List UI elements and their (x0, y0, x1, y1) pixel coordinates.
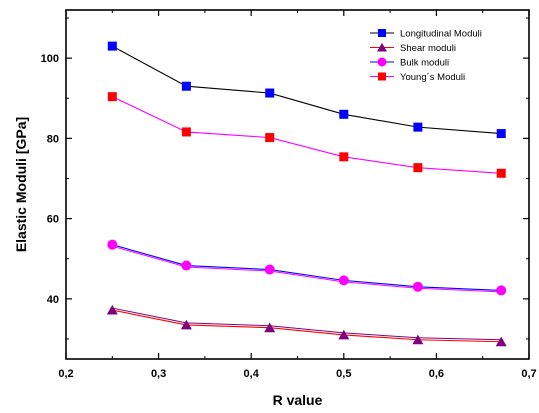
data-point (107, 92, 117, 102)
data-point (106, 304, 118, 315)
data-point (339, 152, 349, 162)
legend-label: Longitudinal Moduli (400, 29, 482, 40)
data-point (495, 336, 507, 347)
plot-area (65, 9, 530, 360)
x-tick-label: 0,4 (244, 368, 260, 380)
series-line (112, 244, 502, 291)
data-point (181, 127, 191, 137)
data-point (413, 163, 423, 173)
x-tick-label: 0,2 (58, 368, 73, 380)
series-line (112, 309, 502, 343)
data-point (180, 319, 192, 330)
data-point (496, 168, 506, 178)
x-tick-label: 0,7 (521, 368, 536, 380)
plot-frame (65, 9, 530, 360)
series-2 (106, 304, 507, 347)
y-axis-title: Elastic Moduli [GPa] (13, 117, 29, 252)
y-tick-label: 100 (41, 53, 59, 65)
y-axis-ticks: 40 60 80 100 (41, 17, 529, 340)
data-point (107, 41, 117, 51)
y-tick-label: 40 (47, 294, 59, 306)
series-3 (107, 239, 507, 296)
legend-marker (377, 57, 387, 67)
series-1 (107, 41, 506, 139)
data-point (413, 122, 423, 132)
series-line-shadow (112, 307, 502, 341)
series-4 (107, 92, 506, 178)
x-axis-title: R value (273, 392, 323, 408)
data-point (264, 264, 275, 275)
data-point (181, 260, 192, 271)
legend-marker (377, 42, 387, 52)
data-point (496, 129, 506, 139)
legend: Longitudinal Moduli Shear moduli Bulk modu… (370, 29, 482, 83)
data-point (265, 88, 275, 98)
legend-marker (378, 72, 386, 81)
legend-marker (378, 29, 386, 37)
y-tick-label: 60 (47, 214, 59, 226)
legend-label: Young´s Moduli (400, 72, 465, 83)
series-line-shadow (112, 245, 502, 293)
y-tick-label: 80 (47, 133, 59, 145)
legend-label: Shear moduli (400, 43, 456, 54)
x-tick-label: 0,5 (336, 368, 351, 380)
data-point (181, 81, 191, 91)
data-point (496, 285, 507, 296)
series-layer (106, 41, 507, 347)
data-point (338, 275, 349, 286)
x-axis-ticks: 0,2 0,3 0,4 0,5 0,6 0,7 (58, 10, 537, 380)
series-line (112, 45, 502, 135)
data-point (412, 334, 424, 345)
data-point (264, 322, 276, 333)
x-tick-label: 0,3 (151, 368, 166, 380)
legend-label: Bulk moduli (400, 58, 449, 69)
data-point (107, 239, 118, 250)
series-line (112, 96, 502, 174)
data-point (338, 329, 350, 340)
data-point (412, 281, 423, 292)
data-point (265, 133, 275, 143)
x-tick-label: 0,6 (429, 368, 444, 380)
data-point (339, 109, 349, 119)
